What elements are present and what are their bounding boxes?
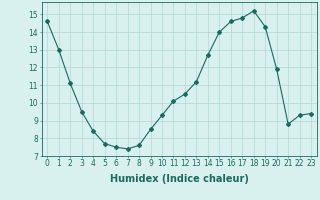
X-axis label: Humidex (Indice chaleur): Humidex (Indice chaleur) bbox=[110, 174, 249, 184]
